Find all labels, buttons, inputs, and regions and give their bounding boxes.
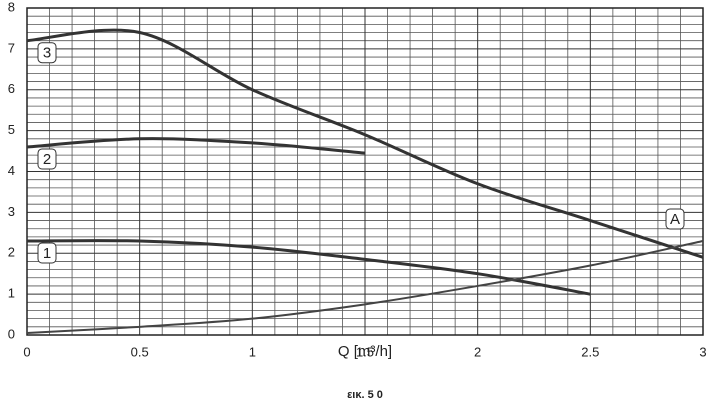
y-tick-label: 2: [8, 245, 15, 260]
x-tick-label: 2: [474, 344, 481, 359]
series-label: 3: [43, 45, 51, 62]
y-tick-label: 1: [8, 286, 15, 301]
y-tick-label: 3: [8, 204, 15, 219]
caption: εικ. 5 0: [347, 389, 383, 401]
series-line: [26, 28, 704, 259]
y-tick-label: 6: [8, 81, 15, 96]
y-tick-label: 7: [8, 40, 15, 55]
series-label-box: [37, 242, 57, 264]
x-tick-label: 1.5: [356, 344, 374, 359]
x-axis-label: Q [m³/h]: [338, 343, 392, 360]
series-label-box: [37, 148, 57, 170]
series-line: [26, 239, 591, 296]
y-tick-label: 0: [8, 326, 15, 341]
series-label: 2: [43, 151, 51, 168]
series-label-box: [665, 208, 685, 230]
series-line: [26, 137, 366, 155]
series-line: [26, 240, 704, 334]
x-tick-label: 2.5: [581, 344, 599, 359]
y-tick-label: 8: [8, 0, 15, 14]
series-label: A: [670, 211, 680, 228]
y-tick-label: 4: [8, 163, 15, 178]
series-label-box: [37, 42, 57, 64]
series-label: 1: [43, 245, 51, 262]
x-tick-label: 1: [249, 344, 256, 359]
x-tick-label: 0.5: [131, 344, 149, 359]
x-tick-label: 3: [699, 344, 706, 359]
x-tick-label: 0: [23, 344, 30, 359]
y-tick-label: 5: [8, 122, 15, 137]
plot-frame: [26, 7, 704, 336]
